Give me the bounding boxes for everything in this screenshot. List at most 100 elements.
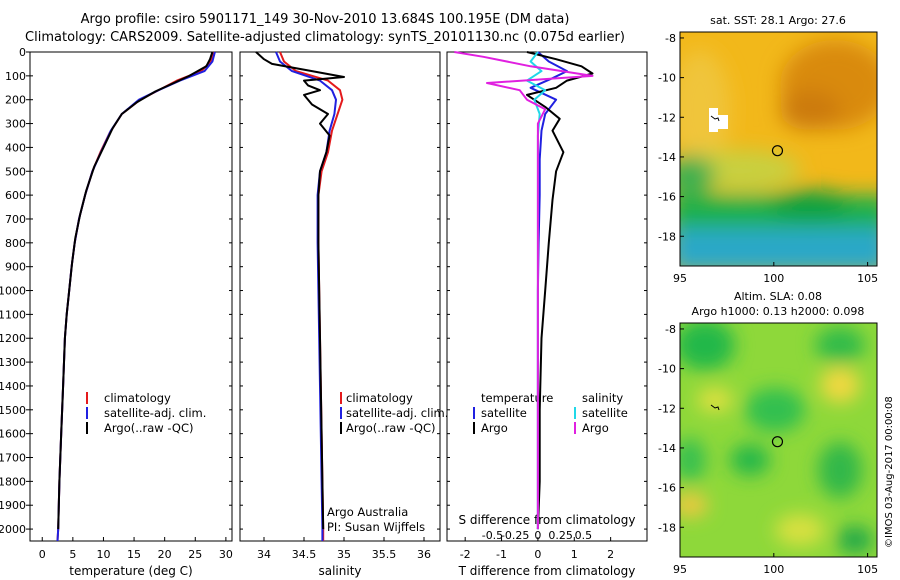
sst-map-title: sat. SST: 28.1 Argo: 27.6	[710, 14, 846, 27]
depth-tick-label: 600	[5, 189, 26, 202]
depth-tick-label: 1700	[0, 452, 26, 465]
sst-shading	[680, 40, 877, 266]
salinity-legend: climatology satellite-adj. clim. Argo(..…	[340, 391, 448, 435]
map-y-tick-label: -16	[658, 482, 676, 495]
salinity-panel: salinity climatology satellite-adj. clim…	[239, 51, 448, 578]
x-tick-label: -2	[460, 548, 471, 561]
map-y-tick-label: -12	[658, 111, 676, 124]
map-y-tick-label: -12	[658, 402, 676, 415]
temperature-panel: temperature (deg C) climatology satellit…	[29, 51, 233, 578]
series-line-argo-raw-qc-	[255, 51, 345, 530]
depth-tick-label: 0	[19, 46, 26, 59]
sla-low-patch	[837, 526, 873, 554]
legend-climatology-label: climatology	[346, 391, 413, 405]
depth-tick-label: 1200	[0, 332, 26, 345]
sst-cyan-band	[680, 228, 877, 266]
sla-low-patch	[745, 388, 805, 432]
legend-satellite-label: satellite-adj. clim.	[346, 406, 448, 420]
x-tick-label: 35.5	[372, 548, 397, 561]
temperature-xlabel: temperature (deg C)	[69, 564, 192, 578]
sst-light-patch	[680, 50, 730, 170]
map-y-tick-label: -10	[658, 363, 676, 376]
series-line-s-argo	[454, 51, 594, 530]
sla-map-title-line1: Altim. SLA: 0.08	[734, 290, 822, 303]
series-line-climatology	[56, 51, 215, 542]
temperature-legend: climatology satellite-adj. clim. Argo(..…	[86, 391, 206, 435]
x-tick-label: 2	[607, 548, 614, 561]
sla-low-patch	[730, 444, 770, 476]
sla-coastline-fragment	[710, 404, 720, 411]
depth-tick-label: 900	[5, 261, 26, 274]
series-line-t-argo	[526, 51, 594, 530]
salinity-annotation-line2: PI: Susan Wijffels	[327, 520, 425, 534]
depth-tick-label: 1000	[0, 285, 26, 298]
sst-map: sat. SST: 28.1 Argo: 27.6	[658, 14, 878, 285]
x-tick-label: 34.5	[292, 548, 317, 561]
x-tick-label: 0	[39, 548, 46, 561]
legend-climatology-label: climatology	[104, 391, 171, 405]
sst-cloud-mask	[716, 115, 728, 129]
legend-s-argo-label: Argo	[582, 421, 609, 435]
map-y-tick-label: -10	[658, 72, 676, 85]
legend-t-satellite-label: satellite	[481, 406, 527, 420]
depth-tick-label: 500	[5, 165, 26, 178]
map-x-tick-label: 95	[673, 272, 687, 285]
sla-high-patch	[820, 367, 860, 403]
sst-cloud-mask	[709, 108, 718, 132]
depth-tick-label: 2000	[0, 523, 26, 536]
x-tick-label: 0	[534, 548, 541, 561]
s-diff-tick-label: 0.25	[548, 529, 573, 542]
figure-title-line1: Argo profile: csiro 5901171_149 30-Nov-2…	[80, 12, 570, 27]
legend-temperature-title: temperature	[481, 391, 553, 405]
difference-panel: T difference from climatology S differen…	[446, 51, 648, 578]
sst-coastline-fragment	[710, 115, 720, 122]
map-y-tick-label: -18	[658, 230, 676, 243]
s-diff-tick-label: -0.5	[482, 529, 503, 542]
salinity-xlabel: salinity	[318, 564, 361, 578]
x-tick-label: 15	[127, 548, 141, 561]
salinity-annotation-line1: Argo Australia	[327, 505, 408, 519]
legend-argo-label: Argo(..raw -QC)	[104, 421, 194, 435]
x-tick-label: -1	[496, 548, 507, 561]
salinity-plot-frame	[239, 51, 441, 542]
legend-salinity-title: salinity	[582, 391, 623, 405]
x-tick-label: 34	[257, 548, 271, 561]
x-tick-label: 20	[158, 548, 172, 561]
depth-axis: 0 100 200 300 400 500 600 700 800 900 1000 1100 1200…	[0, 46, 30, 536]
credit-text: ©IMOS 03-Aug-2017 00:00:08	[884, 396, 895, 548]
x-tick-label: 5	[69, 548, 76, 561]
series-line-climatology	[279, 51, 344, 541]
sla-map-frame	[679, 322, 878, 558]
sst-warm-core	[780, 90, 840, 130]
sla-shading	[680, 323, 873, 554]
depth-tick-label: 100	[5, 70, 26, 83]
legend-argo-label: Argo(..raw -QC)	[346, 421, 436, 435]
sst-field	[680, 32, 877, 266]
map-x-tick-label: 100	[763, 563, 784, 576]
sst-green-core	[770, 190, 850, 220]
map-x-tick-label: 100	[763, 272, 784, 285]
depth-tick-label: 1100	[0, 308, 26, 321]
sla-high-patch	[697, 388, 733, 412]
map-y-tick-label: -16	[658, 191, 676, 204]
sla-low-patch	[680, 323, 735, 370]
sla-low-patch	[818, 442, 862, 498]
legend-s-satellite-label: satellite	[582, 406, 628, 420]
depth-tick-label: 1500	[0, 404, 26, 417]
sla-field	[680, 323, 877, 557]
depth-tick-label: 1400	[0, 380, 26, 393]
s-diff-tick-label: -0.25	[501, 529, 529, 542]
map-y-tick-label: -8	[665, 323, 676, 336]
sla-low-patch	[680, 438, 706, 482]
depth-tick-label: 400	[5, 141, 26, 154]
sla-low-patch	[815, 327, 865, 363]
map-y-tick-label: -8	[665, 32, 676, 45]
series-line-argo-raw-qc-	[57, 51, 214, 530]
depth-tick-label: 700	[5, 213, 26, 226]
x-tick-label: 25	[188, 548, 202, 561]
depth-tick-label: 1300	[0, 356, 26, 369]
depth-tick-label: 1800	[0, 475, 26, 488]
map-y-tick-label: -14	[658, 442, 676, 455]
series-line-satellite-adj-clim-	[56, 51, 216, 542]
